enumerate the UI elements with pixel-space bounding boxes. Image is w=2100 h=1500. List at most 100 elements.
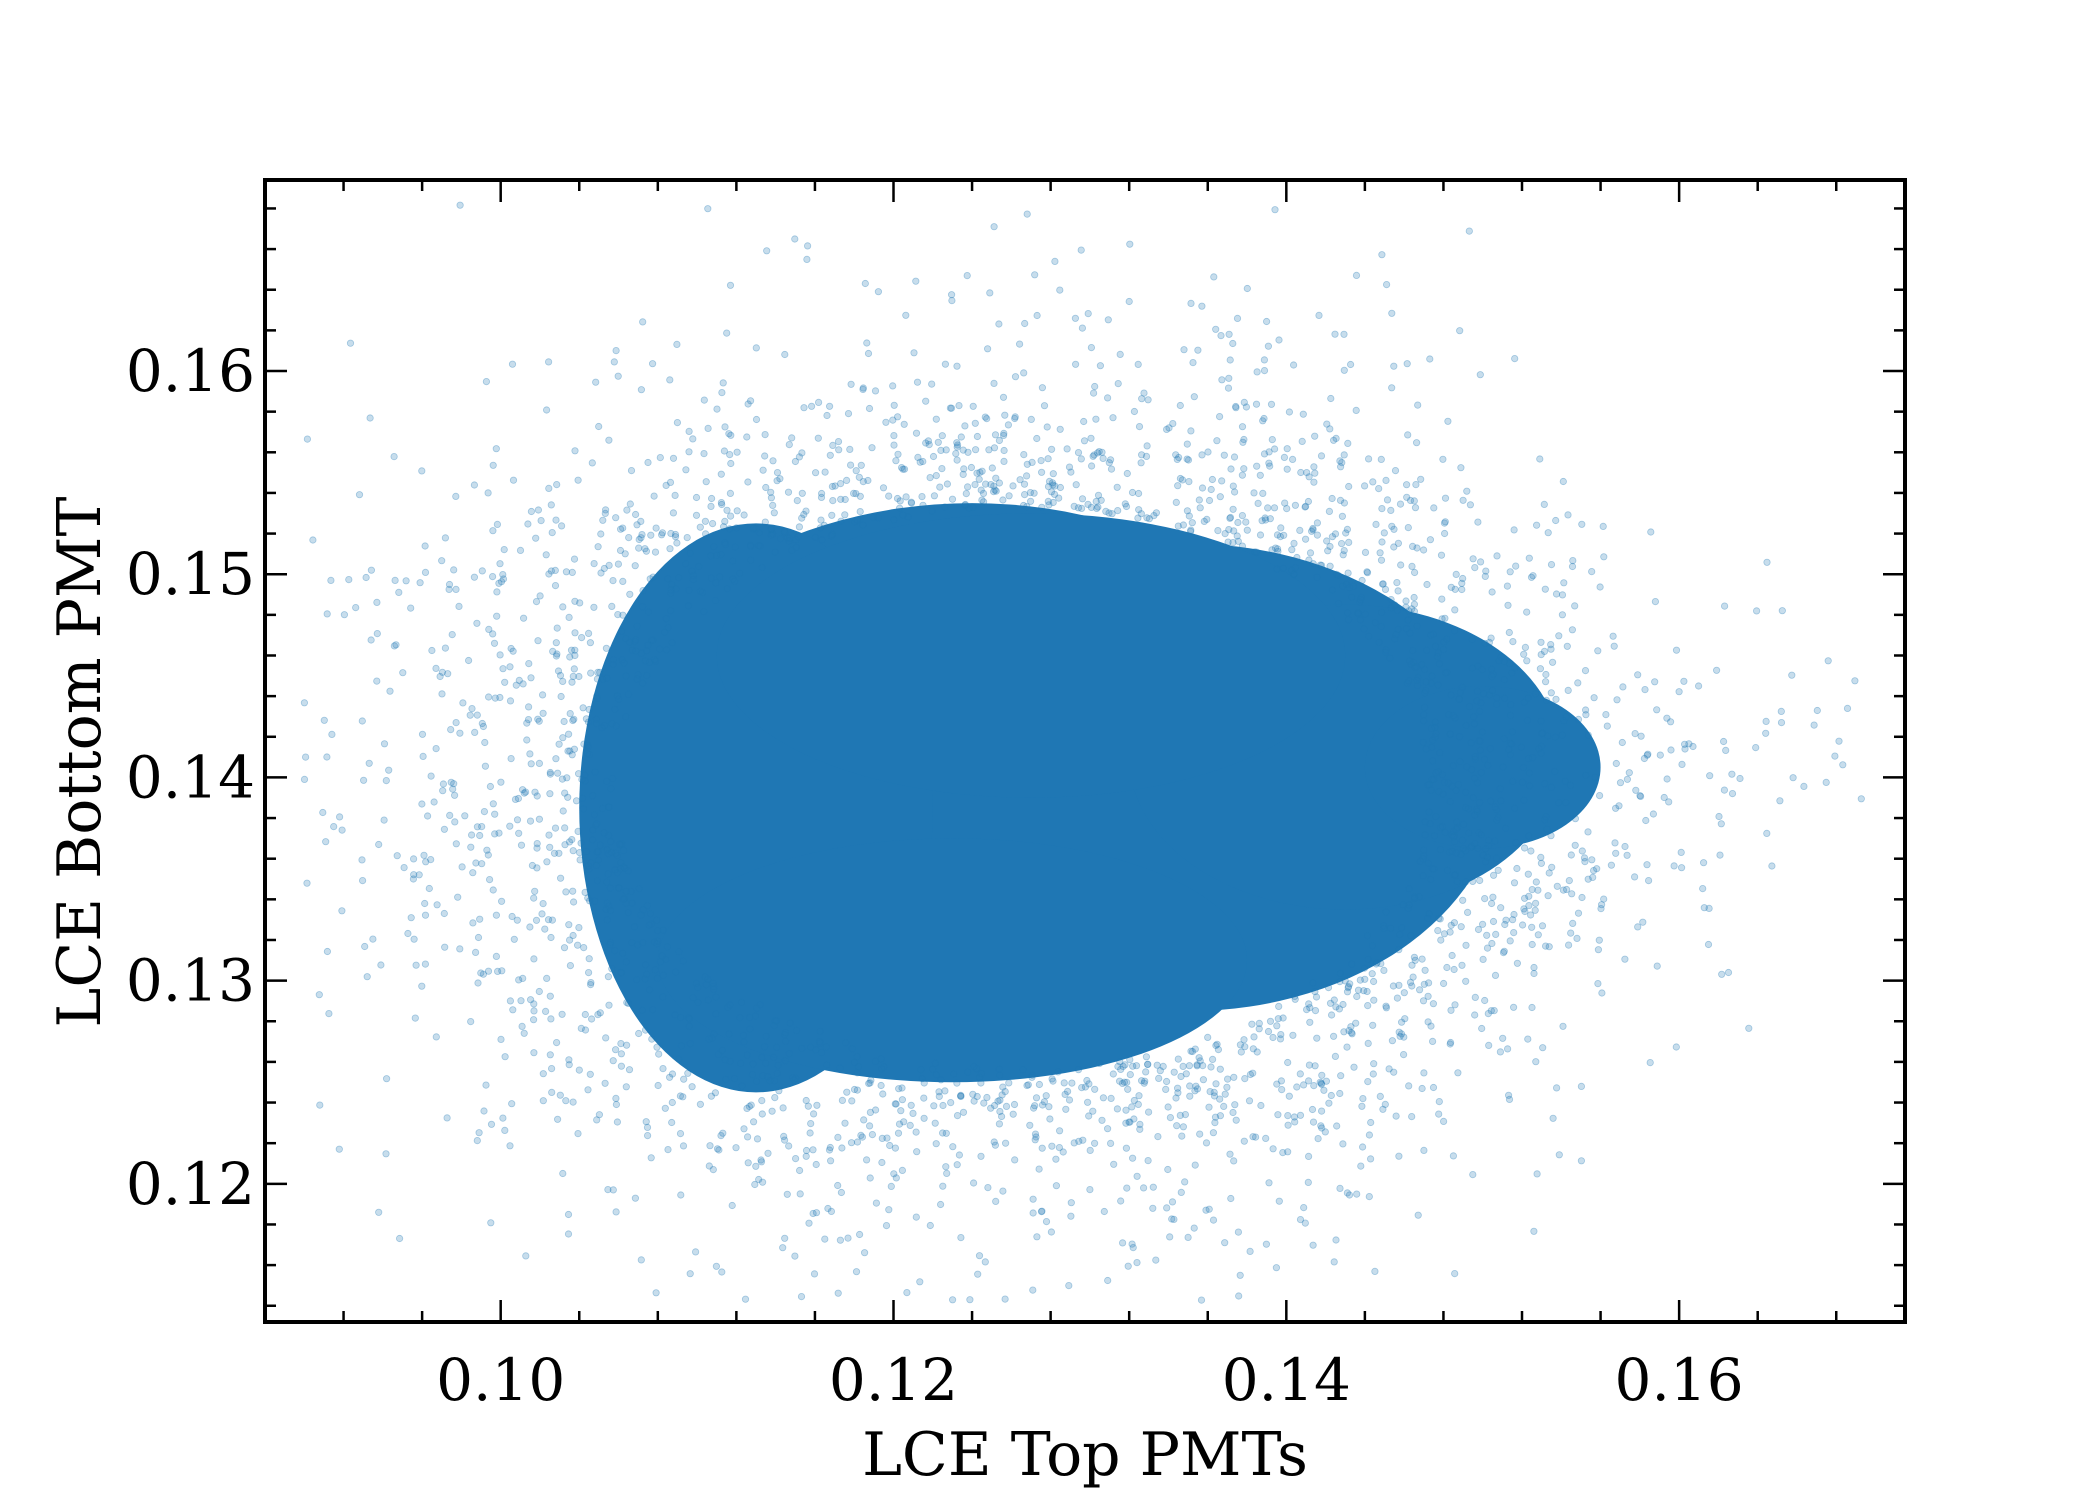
scatter-point — [421, 911, 430, 919]
scatter-point — [721, 540, 730, 549]
scatter-point — [823, 1061, 831, 1069]
scatter-point — [990, 379, 998, 387]
scatter-point — [497, 1035, 505, 1044]
scatter-point — [1406, 657, 1414, 665]
scatter-point — [857, 1131, 865, 1140]
scatter-point — [1274, 545, 1282, 553]
scatter-point — [1232, 404, 1240, 412]
scatter-point — [748, 1071, 757, 1079]
scatter-point — [1598, 901, 1606, 909]
scatter-point — [877, 1081, 885, 1090]
scatter-point — [654, 1081, 662, 1090]
scatter-point — [743, 1104, 751, 1113]
scatter-point — [1419, 872, 1427, 880]
scatter-point — [599, 675, 607, 683]
scatter-point — [1569, 919, 1577, 928]
scatter-point — [1283, 445, 1291, 453]
scatter-point — [1230, 527, 1238, 535]
scatter-point — [574, 770, 583, 778]
scatter-point — [550, 849, 559, 857]
scatter-point — [464, 656, 473, 665]
scatter-point — [1011, 1156, 1019, 1164]
scatter-point — [792, 543, 800, 552]
scatter-point — [667, 589, 675, 597]
scatter-point — [757, 1156, 765, 1164]
scatter-point — [1435, 660, 1444, 668]
scatter-point — [616, 546, 625, 555]
scatter-point — [931, 1059, 939, 1068]
scatter-point — [1105, 509, 1113, 517]
scatter-point — [1343, 1189, 1352, 1197]
scatter-point — [1340, 546, 1348, 555]
scatter-point — [983, 1093, 991, 1102]
scatter-point — [606, 906, 615, 915]
scatter-point — [1123, 1078, 1131, 1087]
scatter-point — [853, 516, 861, 524]
scatter-point — [1241, 1075, 1249, 1083]
scatter-point — [1425, 979, 1433, 987]
scatter-point — [1598, 989, 1606, 997]
scatter-point — [547, 567, 556, 575]
scatter-point — [575, 848, 584, 857]
scatter-point — [1336, 457, 1344, 465]
scatter-point — [774, 1061, 782, 1069]
scatter-point — [1409, 973, 1417, 981]
scatter-point — [1471, 774, 1479, 782]
scatter-point — [1159, 1062, 1167, 1071]
scatter-point — [932, 471, 940, 480]
scatter-point — [1135, 1092, 1143, 1100]
scatter-point — [1169, 419, 1177, 428]
scatter-point — [1253, 368, 1261, 376]
scatter-point — [666, 376, 674, 384]
scatter-point — [1469, 877, 1477, 886]
scatter-point — [1520, 796, 1528, 804]
scatter-point — [316, 1101, 324, 1109]
scatter-point — [806, 1129, 814, 1137]
scatter-point — [1378, 538, 1386, 546]
scatter-point — [486, 782, 494, 791]
scatter-point — [1454, 780, 1463, 789]
scatter-point — [957, 1234, 965, 1242]
scatter-point — [1450, 837, 1459, 846]
scatter-point — [852, 489, 860, 498]
scatter-point — [649, 573, 657, 581]
scatter-point — [528, 861, 537, 870]
scatter-point — [682, 560, 690, 568]
scatter-point — [616, 525, 625, 533]
scatter-point — [1474, 518, 1482, 526]
scatter-point — [977, 1079, 985, 1087]
scatter-point — [1506, 568, 1514, 576]
y-tick-label: 0.13 — [126, 947, 255, 1015]
scatter-point — [1395, 946, 1403, 954]
scatter-point — [539, 899, 547, 908]
scatter-point — [469, 919, 477, 927]
scatter-point — [1273, 565, 1281, 573]
scatter-point — [1547, 645, 1555, 653]
scatter-point — [1525, 832, 1533, 840]
scatter-point — [918, 492, 926, 501]
scatter-point — [471, 728, 479, 737]
scatter-point — [1383, 280, 1391, 289]
scatter-point — [1667, 718, 1675, 726]
scatter-point — [1285, 408, 1294, 416]
scatter-point — [1138, 451, 1146, 459]
scatter-point — [1555, 1151, 1563, 1159]
scatter-point — [1095, 447, 1103, 456]
scatter-point — [1100, 1207, 1108, 1216]
scatter-point — [763, 1073, 772, 1081]
scatter-point — [1463, 487, 1471, 495]
scatter-point — [1379, 580, 1387, 588]
scatter-point — [755, 1175, 763, 1184]
scatter-point — [853, 1052, 861, 1061]
scatter-point — [992, 1197, 1000, 1206]
scatter-point — [1311, 1062, 1319, 1070]
scatter-point — [537, 516, 545, 525]
scatter-point — [717, 1132, 725, 1140]
scatter-point — [1184, 456, 1193, 464]
scatter-point — [1552, 516, 1560, 525]
scatter-point — [541, 1007, 550, 1016]
scatter-point — [1087, 343, 1096, 352]
scatter-point — [1800, 782, 1808, 791]
scatter-point — [637, 534, 645, 542]
scatter-point — [1380, 529, 1388, 537]
